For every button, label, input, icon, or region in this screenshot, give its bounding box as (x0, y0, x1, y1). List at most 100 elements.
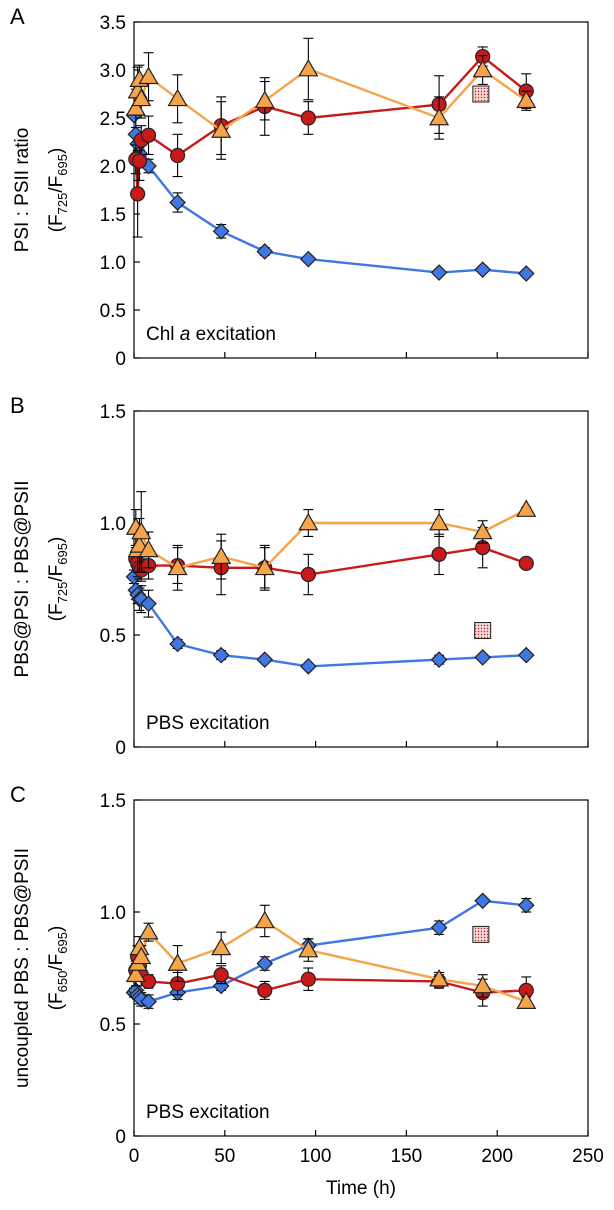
data-point-diamond (517, 265, 535, 282)
data-point-triangle (167, 88, 188, 107)
subscript: 695 (55, 932, 70, 954)
series-line (134, 67, 527, 132)
data-point-triangle (167, 557, 188, 576)
data-point-circle (213, 967, 229, 983)
series-diamond (125, 106, 535, 282)
series-line (132, 114, 527, 275)
data-point-dotted-square (472, 85, 490, 103)
x-tick-label: 250 (572, 1146, 604, 1167)
subscript: 695 (55, 543, 70, 565)
data-point-dotted-square (472, 925, 490, 943)
y-tick-label: 1.0 (100, 514, 126, 535)
series-line (134, 508, 527, 570)
data-point-diamond (140, 993, 157, 1010)
y-axis-label: uncoupled PBS : PBS@PSII (12, 848, 33, 1088)
data-point-triangle (472, 59, 493, 78)
series-circle (128, 526, 534, 596)
data-point-triangle (167, 953, 188, 971)
data-point-diamond (169, 635, 186, 653)
data-point-diamond (430, 919, 448, 937)
data-point-diamond (517, 646, 535, 664)
data-point-triangle (254, 910, 275, 929)
label-part: /F (46, 954, 67, 971)
data-point-diamond (430, 264, 448, 281)
y-tick-label: 1.5 (100, 205, 126, 226)
data-point-triangle (254, 90, 275, 109)
data-point-triangle (211, 120, 232, 138)
annotation-tail: excitation (190, 324, 276, 345)
data-point-triangle (125, 98, 146, 116)
y-axis-label-ratio: (F650/F695) (46, 926, 70, 1011)
data-point-triangle (429, 512, 450, 531)
data-point-circle (130, 186, 146, 202)
data-point-triangle (429, 107, 450, 126)
label-part: ) (46, 148, 67, 154)
data-point-triangle (516, 499, 537, 517)
y-tick-label: 1.0 (100, 903, 126, 924)
label-part: ) (46, 926, 67, 932)
series-line (133, 899, 527, 1003)
data-point-triangle (472, 521, 493, 540)
data-point-circle (169, 147, 186, 164)
data-point-circle (431, 546, 447, 562)
plot-frame (133, 410, 589, 748)
panel-letter: C (10, 782, 26, 807)
data-point-circle (300, 566, 316, 583)
data-point-triangle (211, 937, 232, 956)
series-triangle (125, 904, 537, 1009)
y-tick-label: 0.5 (100, 301, 126, 322)
data-point-triangle (125, 964, 146, 983)
data-point-triangle (298, 512, 319, 531)
subscript: 725 (55, 193, 70, 215)
y-axis-label: PSI : PSII ratio (12, 128, 33, 253)
panel-letter: B (10, 393, 25, 418)
y-tick-label: 2.5 (100, 109, 126, 130)
subscript: 725 (55, 582, 70, 604)
y-tick-label: 0 (115, 1127, 126, 1148)
panel-annotation: PBS excitation (146, 1102, 270, 1123)
data-point-triangle (131, 946, 152, 965)
annotation-text: Chl (146, 324, 180, 345)
data-point-diamond (140, 595, 157, 612)
data-point-triangle (516, 991, 537, 1009)
data-point-triangle (298, 58, 319, 77)
y-tick-label: 1.5 (100, 791, 126, 812)
subscript: 695 (55, 154, 70, 176)
series-triangle (125, 37, 537, 160)
x-tick-label: 50 (214, 1146, 235, 1167)
data-point-circle (140, 127, 157, 143)
y-tick-label: 0 (115, 349, 126, 370)
label-part: /F (46, 176, 67, 193)
data-point-diamond (212, 222, 230, 240)
data-point-diamond (212, 646, 230, 664)
x-tick-label: 0 (129, 1146, 140, 1167)
data-point-triangle (131, 88, 152, 107)
y-tick-label: 1.5 (100, 402, 126, 423)
series-diamond (125, 568, 535, 675)
y-axis-label-ratio: (F725/F695) (46, 537, 70, 622)
x-tick-label: 150 (391, 1146, 423, 1167)
data-point-triangle (472, 975, 493, 994)
subscript: 650 (55, 971, 70, 993)
panel-annotation: Chl a excitation (146, 324, 276, 345)
data-point-dotted-square (474, 622, 492, 640)
x-axis-title: Time (h) (326, 1178, 396, 1199)
data-point-circle (300, 110, 316, 126)
annotation-italic: a (180, 324, 191, 345)
y-axis-label-ratio: (F725/F695) (46, 148, 70, 233)
data-point-diamond (474, 649, 492, 666)
y-tick-label: 1.0 (100, 253, 126, 274)
series-line (134, 956, 527, 994)
panel-a: A 0 0.5 1.0 1.5 2.0 2.5 3.0 3.5 PSI : PSII ratio (… (10, 4, 589, 370)
data-point-diamond (474, 892, 492, 910)
label-part: ) (46, 537, 67, 543)
panel-annotation: PBS excitation (146, 713, 270, 734)
plot-frame (133, 799, 589, 1137)
series-line (132, 576, 527, 668)
series-triangle (125, 491, 537, 591)
data-point-diamond (299, 250, 317, 268)
y-tick-label: 0.5 (100, 626, 126, 647)
panel-c: C 0 0.5 1.0 1.5 uncoupled PBS : PBS@PSII (F650… (10, 782, 589, 1148)
data-point-triangle (298, 939, 319, 958)
